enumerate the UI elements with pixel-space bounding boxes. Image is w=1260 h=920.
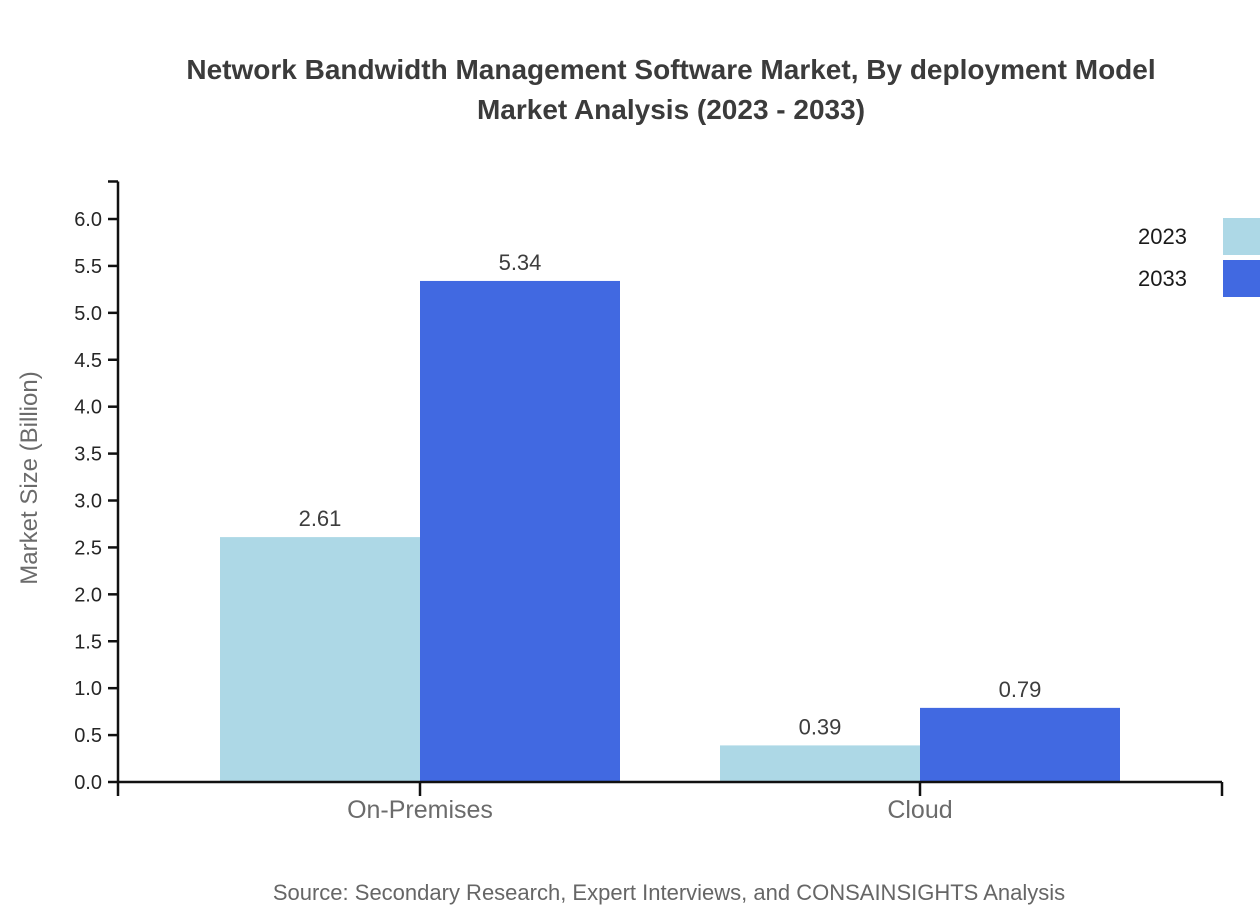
y-tick-label: 0.0: [74, 772, 102, 794]
y-tick-label: 3.5: [74, 444, 102, 466]
category-label: Cloud: [887, 796, 952, 824]
category-label: On-Premises: [347, 796, 493, 824]
legend-label-2023: 2023: [1138, 223, 1187, 249]
y-tick-label: 1.5: [74, 631, 102, 653]
legend-item-2023: 2023: [1138, 218, 1260, 255]
bar-value-label: 0.39: [799, 714, 842, 739]
y-tick-label: 5.5: [74, 256, 102, 278]
chart-title-line-2: Market Analysis (2023 - 2033): [476, 94, 866, 125]
bar: [420, 280, 620, 782]
y-tick-label: 6.0: [74, 209, 102, 231]
bar: [920, 707, 1120, 782]
y-tick-label: 4.5: [74, 350, 102, 372]
y-tick-label: 4.0: [74, 397, 102, 419]
bar-value-label: 2.61: [299, 506, 342, 531]
y-tick-label: 2.5: [74, 537, 102, 559]
legend-label-2033: 2033: [1138, 265, 1187, 291]
y-tick-label: 5.0: [74, 303, 102, 325]
y-tick-label: 2.0: [74, 584, 102, 606]
bar-value-label: 5.34: [499, 250, 542, 275]
legend-swatch-2023: [1223, 218, 1260, 255]
y-tick-label: 1.0: [74, 678, 102, 700]
legend-item-2033: 2033: [1138, 260, 1260, 297]
y-axis-title: Market Size (Billion): [16, 371, 43, 584]
y-tick-label: 0.5: [74, 725, 102, 747]
legend: 2023 2033: [1138, 218, 1260, 302]
chart-title-line-1: Network Bandwidth Management Software Ma…: [186, 54, 1156, 85]
bar: [220, 537, 420, 782]
y-tick-label: 3.0: [74, 491, 102, 513]
source-note: Source: Secondary Research, Expert Inter…: [272, 880, 1066, 905]
bar-value-label: 0.79: [999, 677, 1042, 702]
chart-title: Network Bandwidth Management Software Ma…: [186, 50, 1155, 130]
bar: [720, 745, 920, 782]
legend-swatch-2033: [1223, 260, 1260, 297]
